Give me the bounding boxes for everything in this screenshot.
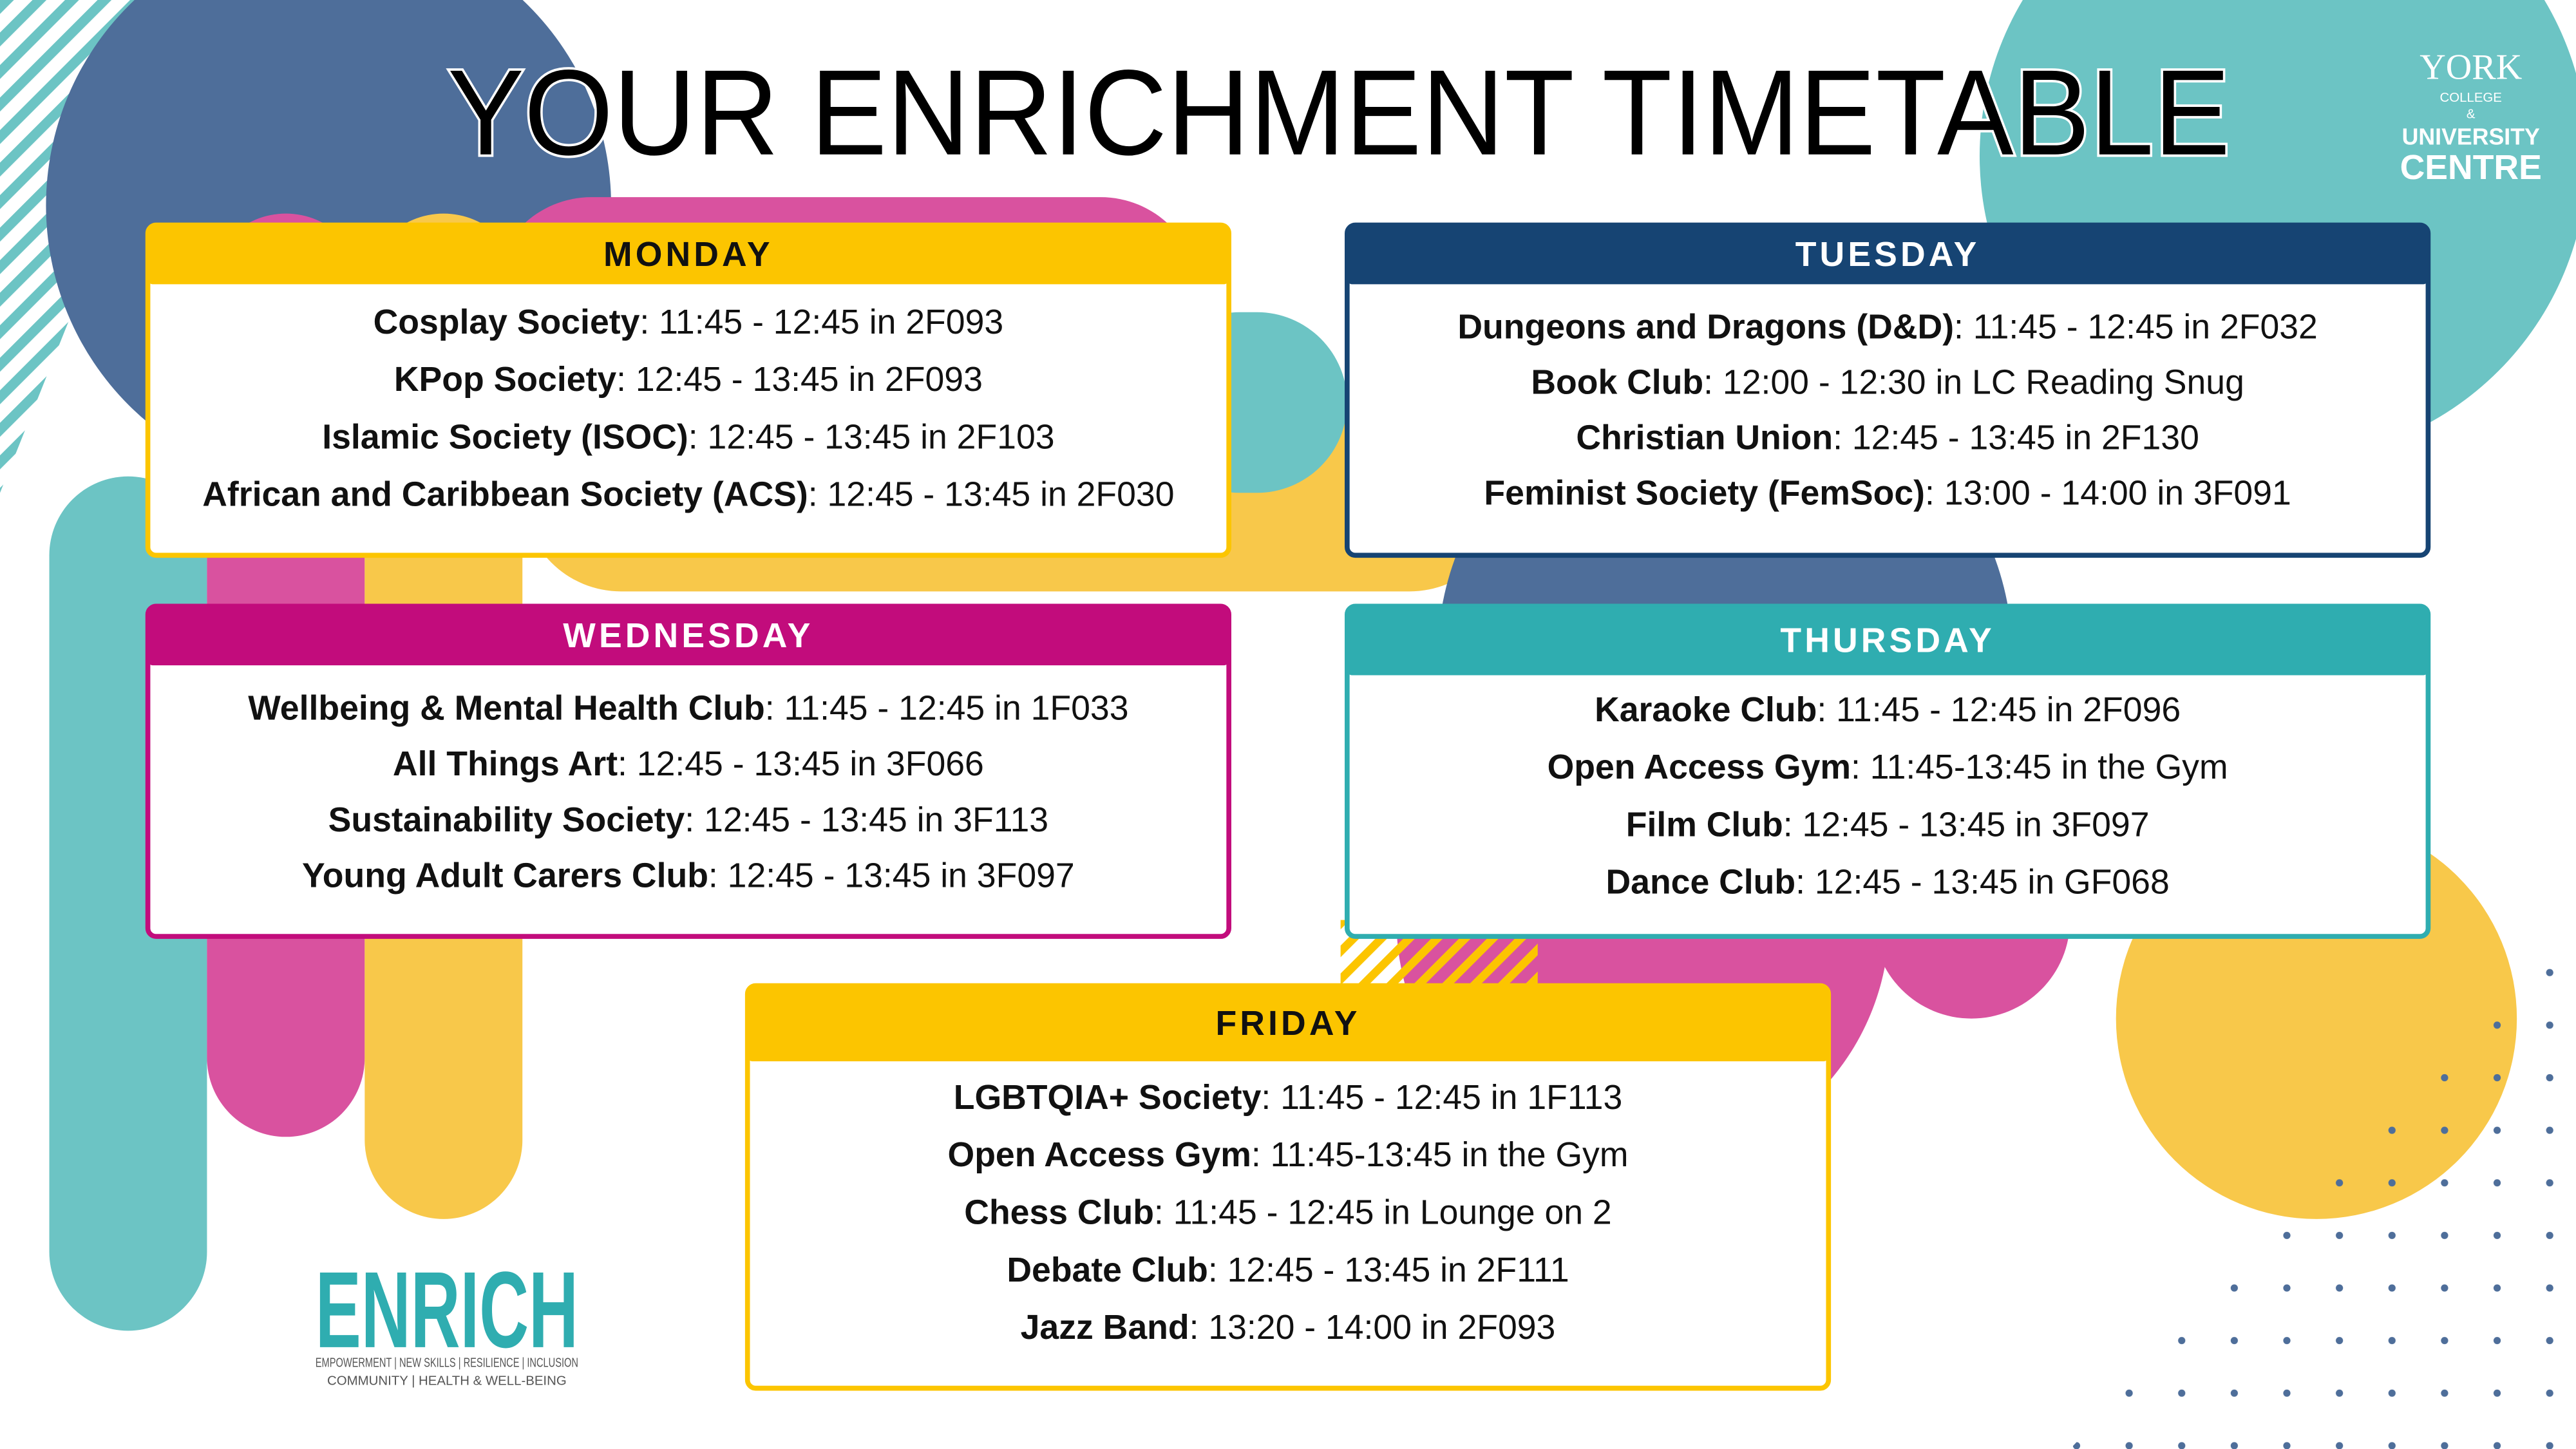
day-label: MONDAY	[603, 236, 773, 274]
entry-name: Feminist Society (FemSoc)	[1484, 474, 1925, 512]
entry: Jazz Band: 13:20 - 14:00 in 2F093	[1021, 1309, 1556, 1347]
entry: Karaoke Club: 11:45 - 12:45 in 2F096	[1595, 691, 2181, 729]
entry-detail: : 11:45 - 12:45 in 1F033	[765, 689, 1129, 727]
entry-detail: : 13:20 - 14:00 in 2F093	[1189, 1309, 1556, 1347]
entry-detail: : 11:45 - 12:45 in 2F032	[1954, 308, 2318, 346]
enrich-tagline: EMPOWERMENT | NEW SKILLS | RESILIENCE | …	[316, 1356, 578, 1370]
entry-detail: : 12:45 - 13:45 in 2F093	[616, 361, 983, 399]
entry-detail: : 11:45 - 12:45 in 2F093	[639, 303, 1003, 341]
entry-name: Debate Club	[1007, 1251, 1208, 1289]
entry: Young Adult Carers Club: 12:45 - 13:45 i…	[302, 857, 1075, 895]
entry-detail: : 11:45 - 12:45 in 1F113	[1261, 1079, 1622, 1117]
day-box: WEDNESDAY Wellbeing & Mental Health Club:…	[145, 603, 1231, 939]
day-box: THURSDAY Karaoke Club: 11:45 - 12:45 in 2…	[1345, 603, 2431, 939]
entry-name: Book Club	[1531, 363, 1703, 401]
entry: Dungeons and Dragons (D&D): 11:45 - 12:4…	[1457, 308, 2318, 346]
box-header	[147, 606, 1229, 666]
enrich-tagline: COMMUNITY | HEALTH & WELL-BEING	[327, 1374, 567, 1388]
entry-detail: : 11:45 - 12:45 in Lounge on 2	[1154, 1194, 1612, 1232]
logo-text: CENTRE	[2400, 149, 2542, 187]
entry-detail: : 12:45 - 13:45 in 2F030	[808, 476, 1175, 514]
day-label: WEDNESDAY	[563, 617, 813, 655]
entry-name: Open Access Gym	[1548, 748, 1851, 786]
entry: Islamic Society (ISOC): 12:45 - 13:45 in…	[322, 418, 1054, 456]
enrich-word: ENRICH	[316, 1249, 578, 1370]
logo-text: &	[2467, 108, 2476, 122]
day-box: MONDAY Cosplay Society: 11:45 - 12:45 in …	[145, 222, 1231, 558]
entry-detail: : 11:45 - 12:45 in 2F096	[1817, 691, 2181, 729]
entry-name: Young Adult Carers Club	[302, 857, 708, 895]
entry-detail: : 12:45 - 13:45 in 2F130	[1833, 419, 2199, 457]
box-header	[747, 985, 1829, 1061]
entry-detail: : 13:00 - 14:00 in 3F091	[1925, 474, 2291, 512]
dots	[2070, 920, 2576, 1449]
day-label: TUESDAY	[1795, 236, 1980, 274]
entry: Chess Club: 11:45 - 12:45 in Lounge on 2	[964, 1194, 1611, 1232]
enrich-logo: ENRICH EMPOWERMENT | NEW SKILLS | RESILI…	[316, 1249, 578, 1388]
entry-detail: : 12:45 - 13:45 in 3F066	[618, 745, 984, 783]
entry-name: Karaoke Club	[1595, 691, 1817, 729]
entry: Open Access Gym: 11:45-13:45 in the Gym	[948, 1136, 1629, 1174]
entry: Christian Union: 12:45 - 13:45 in 2F130	[1576, 419, 2199, 457]
title: YOUR ENRICHMENT TIMETABLE	[448, 45, 2230, 181]
logo-text: YORK	[2420, 47, 2522, 87]
box-header	[1347, 606, 2429, 676]
box-header	[1347, 225, 2429, 285]
college-logo: YORK COLLEGE & UNIVERSITY CENTRE	[2400, 47, 2542, 187]
day-label: THURSDAY	[1780, 622, 1994, 660]
day-label: FRIDAY	[1215, 1005, 1360, 1043]
entry-name: Open Access Gym	[948, 1136, 1251, 1174]
entry-name: Film Club	[1626, 806, 1783, 844]
entry-name: LGBTQIA+ Society	[954, 1079, 1262, 1117]
entry-name: African and Caribbean Society (ACS)	[202, 476, 808, 514]
entry-name: Dungeons and Dragons (D&D)	[1457, 308, 1954, 346]
entry: Wellbeing & Mental Health Club: 11:45 - …	[248, 689, 1128, 727]
entry-detail: : 12:00 - 12:30 in LC Reading Snug	[1703, 363, 2244, 401]
entry: Open Access Gym: 11:45-13:45 in the Gym	[1548, 748, 2228, 786]
entry-detail: : 12:45 - 13:45 in 2F103	[688, 418, 1055, 456]
entry-name: Sustainability Society	[328, 801, 685, 839]
entry-detail: : 12:45 - 13:45 in 2F111	[1208, 1251, 1569, 1289]
entry-detail: : 12:45 - 13:45 in 3F097	[1783, 806, 2150, 844]
entry-name: All Things Art	[393, 745, 618, 783]
entry: African and Caribbean Society (ACS): 12:…	[202, 476, 1174, 514]
entry-name: Dance Club	[1605, 864, 1795, 902]
entry-name: Christian Union	[1576, 419, 1833, 457]
entry: All Things Art: 12:45 - 13:45 in 3F066	[393, 745, 984, 783]
entry: Cosplay Society: 11:45 - 12:45 in 2F093	[374, 303, 1004, 341]
day-box: TUESDAY Dungeons and Dragons (D&D): 11:45…	[1345, 222, 2431, 558]
logo-text: COLLEGE	[2440, 91, 2502, 105]
entry-name: Cosplay Society	[374, 303, 640, 341]
entry-name: Chess Club	[964, 1194, 1154, 1232]
entry-detail: : 12:45 - 13:45 in 3F097	[708, 857, 1075, 895]
entry: Feminist Society (FemSoc): 13:00 - 14:00…	[1484, 474, 2291, 512]
entry: LGBTQIA+ Society: 11:45 - 12:45 in 1F113	[954, 1079, 1623, 1117]
entry: KPop Society: 12:45 - 13:45 in 2F093	[394, 361, 983, 399]
entry: Sustainability Society: 12:45 - 13:45 in…	[328, 801, 1048, 839]
entry-name: Jazz Band	[1021, 1309, 1189, 1347]
entry-detail: : 11:45-13:45 in the Gym	[1251, 1136, 1629, 1174]
entry-name: KPop Society	[394, 361, 616, 399]
entry-detail: : 12:45 - 13:45 in 3F113	[685, 801, 1048, 839]
entry-detail: : 12:45 - 13:45 in GF068	[1795, 864, 2170, 902]
box-header	[147, 225, 1229, 285]
logo-text: UNIVERSITY	[2402, 124, 2540, 149]
entry-detail: : 11:45-13:45 in the Gym	[1851, 748, 2228, 786]
entry-name: Wellbeing & Mental Health Club	[248, 689, 765, 727]
entry: Film Club: 12:45 - 13:45 in 3F097	[1626, 806, 2150, 844]
entry: Dance Club: 12:45 - 13:45 in GF068	[1605, 864, 2169, 902]
entry: Debate Club: 12:45 - 13:45 in 2F111	[1007, 1251, 1569, 1289]
entry-name: Islamic Society (ISOC)	[322, 418, 688, 456]
entry: Book Club: 12:00 - 12:30 in LC Reading S…	[1531, 363, 2244, 401]
